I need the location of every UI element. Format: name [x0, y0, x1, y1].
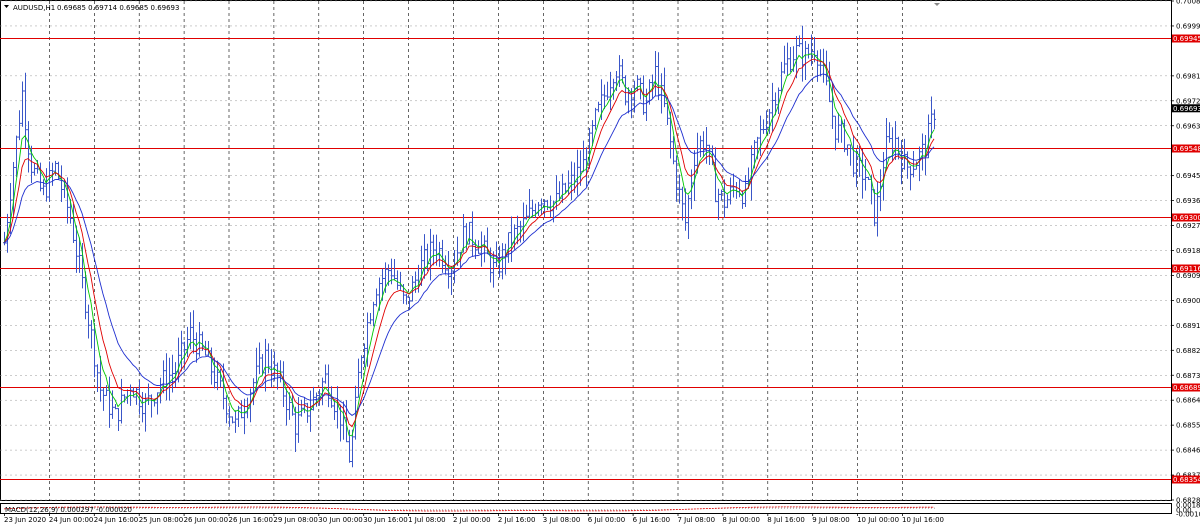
macd-indicator: 0.0018840.00-0.001095	[3, 502, 1200, 519]
ma-slow-line	[3, 73, 935, 416]
ma-mid-line	[3, 58, 935, 428]
level-price-box	[1172, 213, 1200, 222]
macd-axis-label: 0.001884	[1176, 502, 1200, 510]
chart-shift-marker-icon[interactable]	[934, 3, 940, 6]
time-label: 23 Jun 2020	[4, 516, 46, 524]
current-price-label: 0.69693	[1173, 105, 1200, 113]
time-label: 7 Jul 08:00	[678, 516, 716, 524]
time-label: 25 Jun 08:00	[139, 516, 183, 524]
level-price-label: 0.68689	[1173, 384, 1200, 392]
time-axis: 23 Jun 2020 24 Jun 00:00 24 Jun 16:00 25 Ju…	[4, 513, 944, 524]
level-price-label: 0.69548	[1173, 145, 1200, 153]
macd-label: MACD(12,26,9) 0.000297 -0.000020	[5, 506, 132, 514]
level-price-box	[1172, 264, 1200, 273]
time-label: 24 Jun 16:00	[94, 516, 138, 524]
moving-averages	[3, 53, 935, 437]
ma-fast-line	[3, 53, 935, 437]
macd-pane	[0, 503, 1172, 514]
level-price-label: 0.69116	[1173, 265, 1200, 273]
level-price-box	[1172, 475, 1200, 484]
time-label: 26 Jun 16:00	[229, 516, 273, 524]
ohlc-values: 0.69685 0.69714 0.69685 0.69693	[57, 4, 179, 12]
time-label: 8 Jul 16:00	[767, 516, 805, 524]
time-label: 30 Jun 16:00	[363, 516, 407, 524]
current-price-box	[1172, 104, 1200, 113]
macd-axis-label: -0.001095	[1176, 511, 1200, 519]
level-price-label: 0.69300	[1173, 214, 1200, 222]
time-label: 1 Jul 08:00	[408, 516, 446, 524]
macd-signal-line	[3, 506, 934, 512]
time-label: 2 Jul 16:00	[498, 516, 536, 524]
time-label: 24 Jun 00:00	[49, 516, 93, 524]
time-label: 6 Jul 00:00	[588, 516, 626, 524]
time-label: 9 Jul 08:00	[812, 516, 850, 524]
level-price-label: 0.69945	[1173, 35, 1200, 43]
grid	[0, 0, 1171, 501]
time-label: 26 Jun 00:00	[184, 516, 228, 524]
time-label: 2 Jul 00:00	[453, 516, 491, 524]
level-price-box	[1172, 34, 1200, 43]
time-label: 29 Jun 08:00	[273, 516, 317, 524]
dropdown-arrow-icon[interactable]	[4, 5, 9, 8]
time-label: 10 Jul 00:00	[857, 516, 899, 524]
level-price-box	[1172, 144, 1200, 153]
macd-axis-label: 0.00	[1176, 507, 1192, 515]
time-label: 6 Jul 16:00	[633, 516, 671, 524]
time-label: 8 Jul 00:00	[722, 516, 760, 524]
time-label: 3 Jul 08:00	[543, 516, 581, 524]
symbol-header: AUDUSD,H1 0.69685 0.69714 0.69685 0.6969…	[4, 4, 179, 12]
level-price-box	[1172, 383, 1200, 392]
level-price-label: 0.68354	[1173, 476, 1200, 484]
price-bars	[3, 25, 936, 468]
horizontal-levels[interactable]	[0, 38, 1171, 480]
time-label: 30 Jun 00:00	[318, 516, 362, 524]
symbol-label: AUDUSD,H1	[13, 4, 55, 12]
time-label: 10 Jul 16:00	[902, 516, 944, 524]
